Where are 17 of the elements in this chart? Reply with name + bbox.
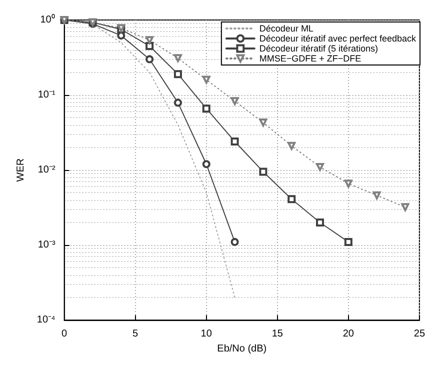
x-tick-label: 5: [132, 328, 139, 340]
x-tick-label: 20: [342, 328, 354, 340]
legend-label: Décodeur itératif avec perfect feedback: [259, 34, 416, 44]
x-tick-label: 10: [200, 328, 212, 340]
x-axis-title: Eb/No (dB): [217, 344, 267, 354]
legend-label: Décodeur ML: [259, 24, 314, 34]
y-axis-title: WER: [16, 158, 26, 182]
x-tick-label: 15: [272, 328, 284, 340]
y-tick-label: 10⁰: [40, 14, 56, 26]
legend-label: MMSE−GDFE + ZF−DFE: [259, 54, 362, 64]
x-tick-label: 25: [414, 328, 426, 340]
legend-label: Décodeur itératif (5 itérations): [259, 44, 378, 54]
y-tick-label: 10⁻²: [38, 164, 56, 176]
y-tick-label: 10⁻⁴: [36, 314, 56, 326]
x-tick-label: 0: [62, 328, 68, 340]
y-tick-label: 10⁻¹: [38, 90, 56, 101]
y-tick-label: 10⁻³: [38, 240, 56, 251]
